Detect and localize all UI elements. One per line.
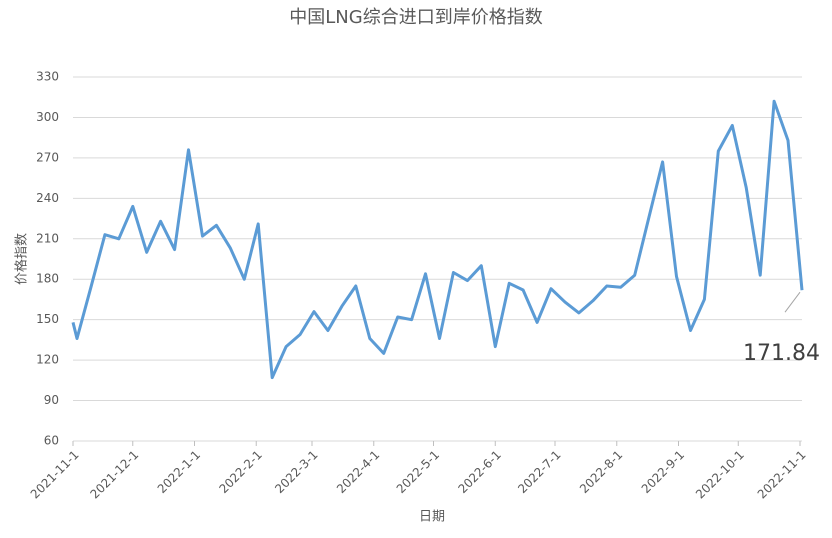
x-axis-label: 日期 [419,510,445,525]
x-tick-label: 2022-3-1 [272,448,320,496]
data-label: 171.84 [743,341,820,366]
x-tick-label: 2022-9-1 [639,448,687,496]
y-tick-label: 210 [36,231,59,245]
x-tick-label: 2022-6-1 [455,448,503,496]
y-tick-label: 330 [36,70,59,84]
x-tick-label: 2022-7-1 [515,448,563,496]
x-tick-label: 2022-10-1 [693,448,747,502]
y-tick-label: 300 [36,110,59,124]
y-axis-label: 价格指数 [14,233,30,285]
data-line [71,99,804,380]
x-tick-label: 2022-1-1 [155,448,203,496]
y-tick-label: 120 [36,353,59,367]
x-tick-label: 2021-12-1 [88,448,142,502]
x-tick-label: 2021-11-1 [28,448,82,502]
x-tick-label: 2022-4-1 [334,448,382,496]
y-tick-label: 90 [44,393,59,407]
y-tick-label: 270 [36,150,59,164]
x-tick-label: 2022-8-1 [577,448,625,496]
y-tick-label: 240 [36,191,59,205]
x-tick-label: 2022-2-1 [216,448,264,496]
x-tick-label: 2022-5-1 [394,448,442,496]
y-tick-label: 180 [36,272,59,286]
chart-title: 中国LNG综合进口到岸价格指数 [289,7,542,28]
x-tick-label: 2022-11-1 [755,448,809,502]
y-tick-label: 60 [44,434,59,448]
label-leader [784,291,801,313]
y-tick-label: 150 [36,312,59,326]
